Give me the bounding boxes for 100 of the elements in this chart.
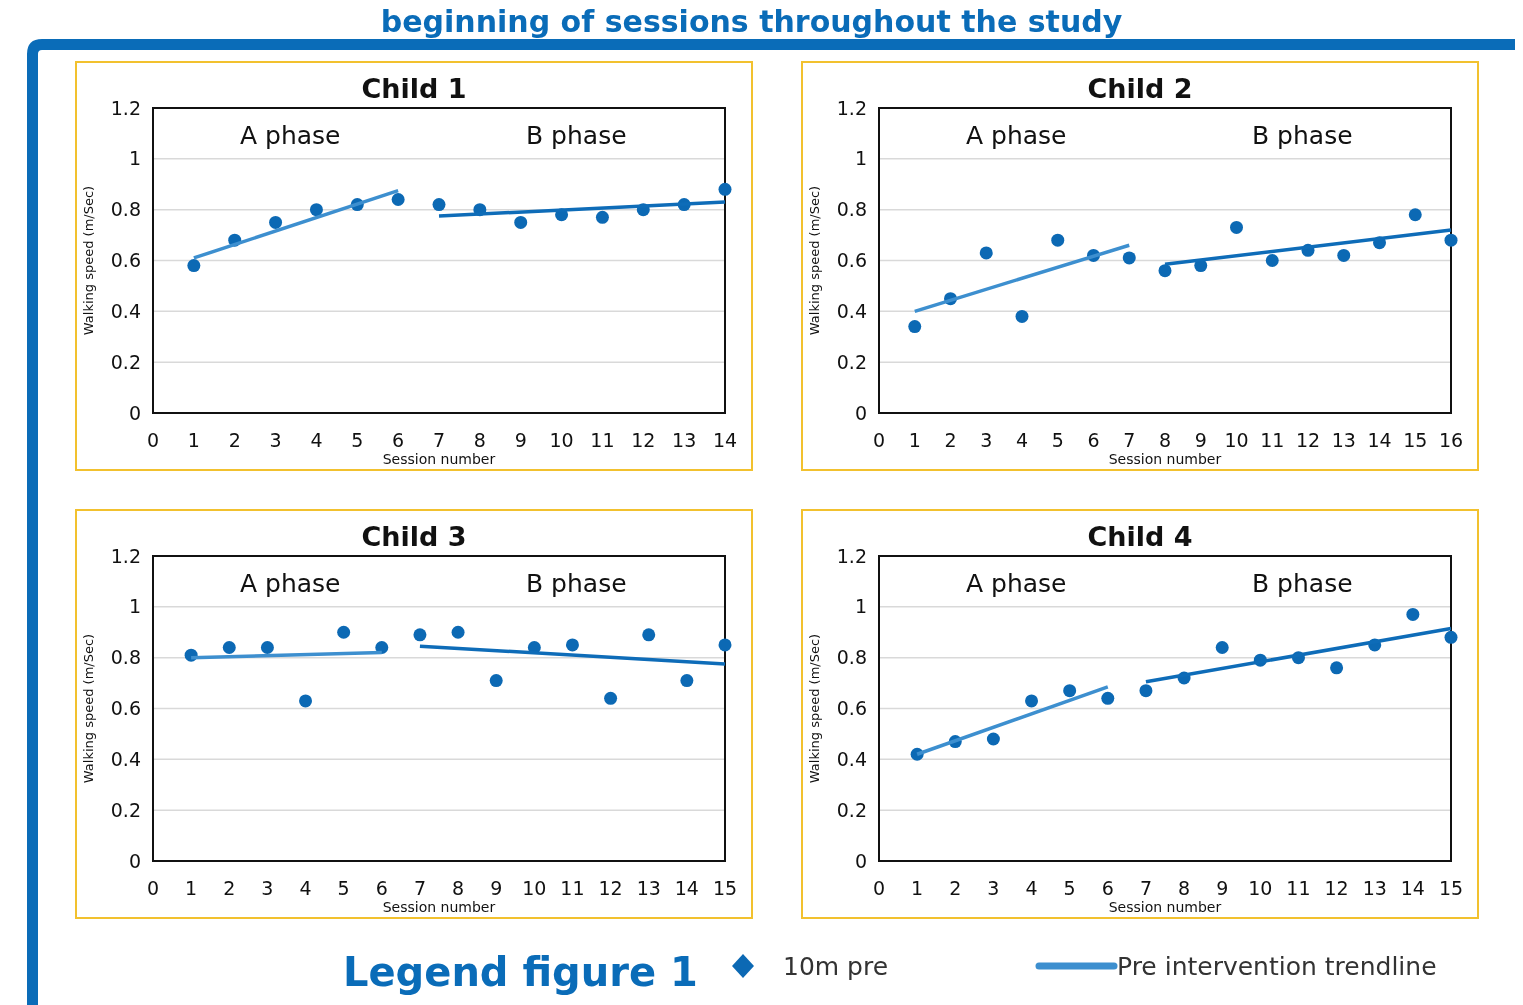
y-axis-title: Walking speed (m/Sec) (807, 633, 822, 784)
x-tick-label: 2 (223, 877, 236, 899)
point (680, 674, 694, 688)
x-tick-label: 9 (1216, 877, 1229, 899)
x-tick-label: 4 (299, 877, 312, 899)
y-axis-title: Walking speed (m/Sec) (807, 185, 822, 336)
y-tick-label: 0.2 (836, 798, 867, 821)
y-axis-title: Walking speed (m/Sec) (81, 633, 96, 784)
x-tick-label: 10 (522, 877, 547, 899)
point (1444, 233, 1458, 247)
point (269, 215, 283, 229)
y-tick-label: 1 (128, 595, 141, 618)
x-tick-label: 1 (185, 877, 198, 899)
point (1408, 208, 1422, 222)
y-tick-label: 0.4 (836, 299, 867, 322)
point (642, 628, 656, 642)
x-tick-label: 9 (1194, 429, 1207, 451)
point (1158, 264, 1172, 278)
point (1122, 251, 1136, 265)
point (565, 638, 579, 652)
x-tick-label: 6 (1087, 429, 1100, 451)
y-tick-label: 1 (854, 595, 867, 618)
y-tick-label: 0.2 (110, 350, 141, 373)
y-tick-label: 0.4 (110, 299, 141, 322)
y-tick-label: 0.4 (110, 747, 141, 770)
x-tick-label: 1 (911, 877, 924, 899)
x-tick-label: 14 (1400, 877, 1425, 899)
point (187, 259, 201, 273)
point (595, 210, 609, 224)
x-tick-label: 13 (1362, 877, 1387, 899)
x-tick-label: 15 (1403, 429, 1428, 451)
point (908, 320, 922, 334)
annotation: B phase (526, 121, 627, 150)
x-tick-label: 3 (261, 877, 274, 899)
x-tick-label: 2 (944, 429, 957, 451)
x-tick-label: 14 (1367, 429, 1392, 451)
x-tick-label: 13 (636, 877, 661, 899)
x-tick-label: 5 (337, 877, 350, 899)
x-tick-label: 14 (712, 429, 738, 451)
x-tick-label: 12 (631, 429, 656, 451)
x-tick-label: 8 (452, 877, 465, 899)
point (413, 628, 427, 642)
x-tick-label: 0 (872, 429, 886, 451)
point (1265, 254, 1279, 267)
point (1139, 684, 1153, 698)
x-tick-label: 12 (1324, 877, 1349, 899)
y-tick-label: 0 (854, 401, 867, 424)
x-tick-label: 8 (473, 429, 486, 451)
x-tick-label: 2 (949, 877, 962, 899)
x-axis-title: Session number (382, 899, 496, 915)
point (1444, 630, 1458, 644)
y-tick-label: 0 (128, 849, 141, 872)
x-tick-label: 8 (1178, 877, 1191, 899)
y-axis-title: Walking speed (m/Sec) (81, 185, 96, 336)
x-tick-label: 3 (269, 429, 282, 451)
x-tick-label: 0 (146, 877, 160, 899)
x-tick-label: 6 (375, 877, 388, 899)
x-axis-title: Session number (382, 451, 496, 467)
x-tick-label: 11 (1260, 429, 1285, 451)
x-tick-label: 0 (146, 429, 160, 451)
x-tick-label: 13 (1331, 429, 1356, 451)
chart-title: Child 4 (1087, 521, 1193, 552)
y-tick-label: 0 (854, 849, 867, 872)
y-tick-label: 0.2 (110, 798, 141, 821)
point (1051, 233, 1065, 247)
annotation: A phase (966, 569, 1067, 598)
chart-title: Child 3 (361, 521, 467, 552)
y-tick-label: 1 (128, 147, 141, 170)
x-tick-label: 6 (392, 429, 405, 451)
x-tick-label: 12 (1295, 429, 1321, 451)
y-tick-label: 0.8 (110, 646, 141, 669)
point (604, 691, 618, 705)
x-tick-label: 9 (490, 877, 503, 899)
x-tick-label: 4 (310, 429, 323, 451)
x-tick-label: 5 (351, 429, 364, 451)
x-tick-label: 10 (549, 429, 574, 451)
x-tick-label: 1 (187, 429, 200, 451)
point (979, 246, 993, 260)
x-tick-label: 7 (413, 877, 426, 899)
point (260, 641, 274, 654)
point (1337, 248, 1351, 262)
point (1230, 220, 1243, 234)
point (432, 198, 446, 212)
point (391, 193, 405, 206)
point (451, 625, 465, 639)
x-tick-label: 15 (712, 877, 738, 899)
legend-label: 10m pre (783, 951, 889, 981)
text: beginning of sessions throughout the study (380, 4, 1123, 39)
x-tick-label: 10 (1224, 429, 1249, 451)
x-tick-label: 7 (432, 429, 446, 451)
y-tick-label: 1.2 (836, 96, 867, 119)
point (986, 732, 1000, 746)
point (489, 674, 503, 688)
annotation: B phase (1252, 569, 1353, 598)
y-tick-label: 1.2 (110, 544, 141, 567)
point (514, 215, 528, 229)
y-tick-label: 1.2 (836, 544, 867, 567)
x-tick-label: 10 (1248, 877, 1273, 899)
point (1015, 309, 1029, 323)
point (1025, 694, 1039, 708)
